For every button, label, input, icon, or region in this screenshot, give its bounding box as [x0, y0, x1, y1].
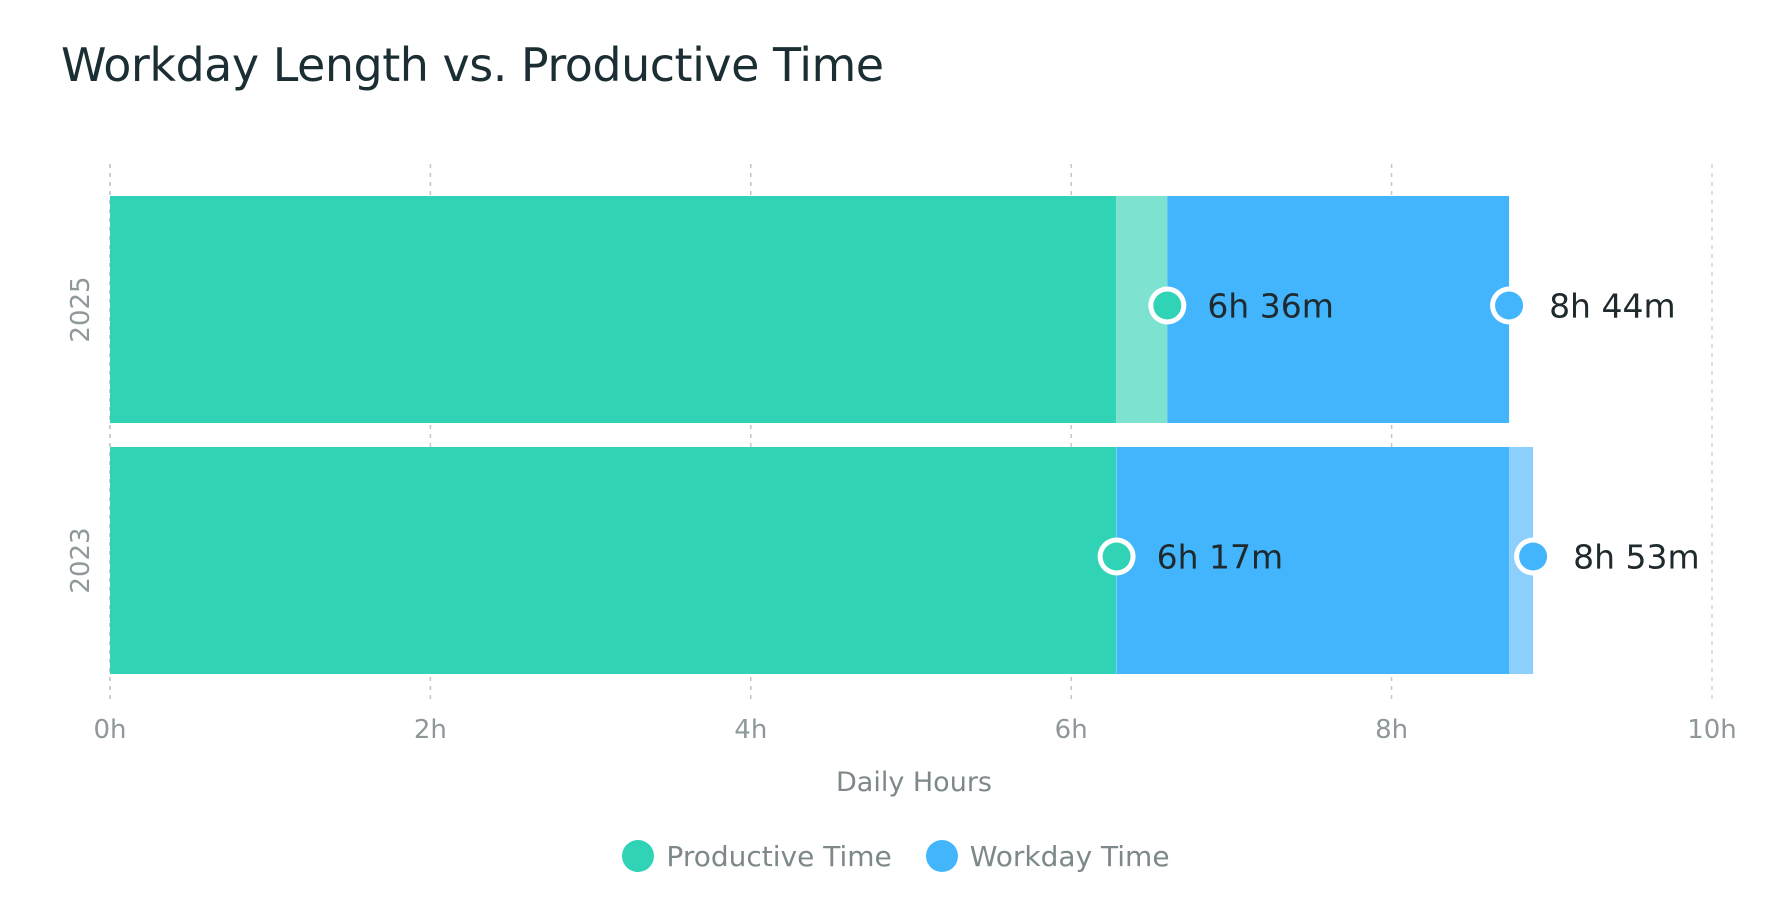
x-tick-label: 8h [1375, 715, 1408, 745]
bars [110, 196, 1534, 674]
legend-swatch-workday-time [925, 840, 958, 872]
data-label: 8h 53m [1573, 538, 1700, 577]
y-category-label: 2023 [66, 527, 96, 593]
legend-swatch-productive-time [622, 840, 655, 872]
x-tick-label: 10h [1687, 715, 1737, 745]
marker-dot-productive-time [1102, 542, 1131, 571]
y-category-label: 2025 [66, 276, 96, 342]
x-tick-label: 2h [414, 715, 447, 745]
data-label: 6h 17m [1157, 538, 1284, 577]
x-axis-title: Daily Hours [836, 767, 992, 798]
bar-productive-2025 [110, 196, 1117, 423]
legend-item-workday-time[interactable]: Workday Time [925, 839, 1170, 873]
x-tick-label: 4h [734, 715, 767, 745]
bar-workday-2025 [1167, 196, 1510, 423]
legend-label-workday-time: Workday Time [969, 839, 1170, 873]
x-tick-label: 6h [1055, 715, 1088, 745]
marker-dot-productive-time [1153, 291, 1182, 320]
data-label: 8h 44m [1549, 287, 1676, 326]
chart-title: Workday Length vs. Productive Time [61, 38, 884, 92]
bar-workday-2023 [1116, 447, 1510, 674]
bar-productive-2023 [110, 447, 1117, 674]
legend: Productive Time Workday Time [0, 836, 1792, 876]
x-tick-label: 0h [93, 715, 126, 745]
value-markers: 6h 36m 6h 17m 8h 44m 8h 53m [1097, 286, 1700, 577]
x-axis-ticks: 0h 2h 4h 6h 8h 10h [93, 715, 1736, 745]
legend-label-productive-time: Productive Time [666, 839, 892, 873]
y-axis-categories: 2025 2023 [66, 276, 96, 593]
marker-dot-workday-time [1519, 542, 1548, 571]
legend-item-productive-time[interactable]: Productive Time [622, 839, 892, 873]
data-label: 6h 36m [1207, 287, 1334, 326]
marker-dot-workday-time [1495, 291, 1524, 320]
